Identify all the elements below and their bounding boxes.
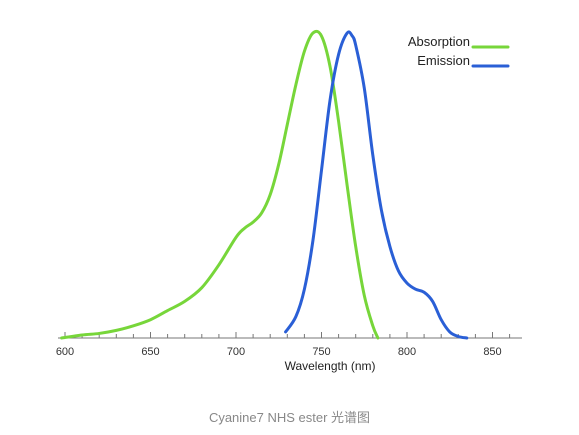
x-tick-label: 650	[141, 346, 159, 358]
x-tick-label: 800	[398, 346, 416, 358]
x-tick-label: 750	[312, 346, 330, 358]
x-tick-label: 700	[227, 346, 245, 358]
series-line-emission	[284, 30, 469, 340]
series-lines	[60, 29, 469, 340]
series-line-absorption	[60, 29, 380, 340]
x-tick-label: 850	[483, 346, 501, 358]
x-axis-title: Wavelength (nm)	[285, 359, 376, 373]
legend-label-emission: Emission	[417, 53, 470, 68]
x-axis-ticks	[64, 332, 511, 338]
x-axis-tick-labels: 600 650 700 750 800 850	[56, 346, 502, 358]
figure-caption: Cyanine7 NHS ester 光谱图	[208, 410, 371, 425]
spectrum-chart: 600 650 700 750 800 850 Wavelength (nm) Absor…	[56, 29, 522, 373]
legend-label-absorption: Absorption	[408, 34, 470, 49]
legend: Absorption Emission	[408, 34, 510, 68]
x-tick-label: 600	[56, 346, 74, 358]
